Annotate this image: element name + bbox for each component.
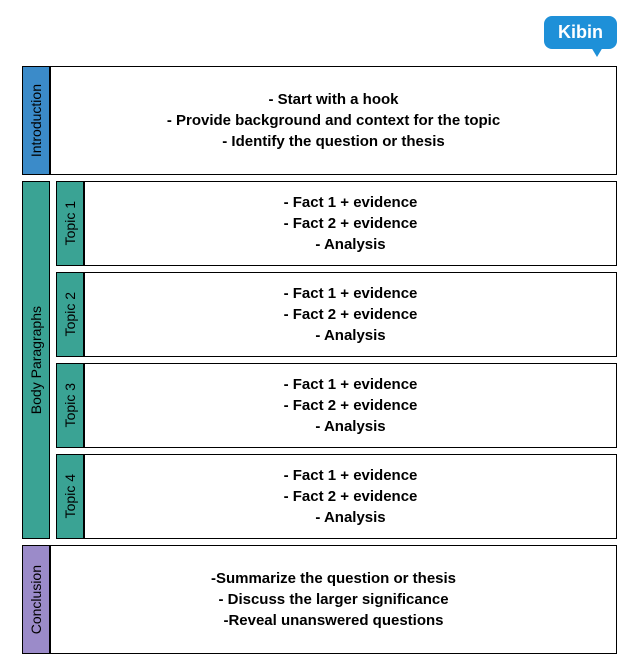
- topic-3-content: - Fact 1 + evidence - Fact 2 + evidence …: [84, 363, 617, 448]
- topic-3-row: Topic 3 - Fact 1 + evidence - Fact 2 + e…: [56, 363, 617, 448]
- conclusion-label: Conclusion: [28, 565, 44, 634]
- topic-line: - Fact 2 + evidence: [284, 304, 418, 325]
- topic-line: - Fact 2 + evidence: [284, 213, 418, 234]
- introduction-content: - Start with a hook - Provide background…: [50, 66, 617, 175]
- conclusion-line: - Discuss the larger significance: [218, 589, 448, 610]
- topics-container: Topic 1 - Fact 1 + evidence - Fact 2 + e…: [56, 181, 617, 539]
- topic-1-row: Topic 1 - Fact 1 + evidence - Fact 2 + e…: [56, 181, 617, 266]
- topic-line: - Analysis: [315, 325, 385, 346]
- essay-outline: Introduction - Start with a hook - Provi…: [22, 66, 617, 654]
- topic-line: - Fact 1 + evidence: [284, 465, 418, 486]
- conclusion-content: -Summarize the question or thesis - Disc…: [50, 545, 617, 654]
- topic-1-label: Topic 1: [62, 201, 78, 245]
- topic-line: - Fact 1 + evidence: [284, 374, 418, 395]
- intro-line: - Identify the question or thesis: [222, 131, 445, 152]
- introduction-section: Introduction - Start with a hook - Provi…: [22, 66, 617, 175]
- topic-2-label: Topic 2: [62, 292, 78, 336]
- topic-1-tab: Topic 1: [56, 181, 84, 266]
- intro-line: - Provide background and context for the…: [167, 110, 500, 131]
- conclusion-line: -Summarize the question or thesis: [211, 568, 456, 589]
- conclusion-tab: Conclusion: [22, 545, 50, 654]
- body-tab: Body Paragraphs: [22, 181, 50, 539]
- conclusion-section: Conclusion -Summarize the question or th…: [22, 545, 617, 654]
- introduction-tab: Introduction: [22, 66, 50, 175]
- conclusion-line: -Reveal unanswered questions: [223, 610, 443, 631]
- topic-line: - Fact 2 + evidence: [284, 395, 418, 416]
- kibin-logo: Kibin: [544, 16, 617, 49]
- topic-3-tab: Topic 3: [56, 363, 84, 448]
- topic-4-label: Topic 4: [62, 474, 78, 518]
- topic-2-row: Topic 2 - Fact 1 + evidence - Fact 2 + e…: [56, 272, 617, 357]
- topic-line: - Fact 2 + evidence: [284, 486, 418, 507]
- topic-line: - Analysis: [315, 234, 385, 255]
- body-label: Body Paragraphs: [28, 306, 44, 414]
- logo-text: Kibin: [558, 22, 603, 42]
- topic-2-content: - Fact 1 + evidence - Fact 2 + evidence …: [84, 272, 617, 357]
- topic-4-tab: Topic 4: [56, 454, 84, 539]
- topic-2-tab: Topic 2: [56, 272, 84, 357]
- intro-line: - Start with a hook: [268, 89, 398, 110]
- topic-line: - Analysis: [315, 416, 385, 437]
- topic-line: - Fact 1 + evidence: [284, 283, 418, 304]
- topic-3-label: Topic 3: [62, 383, 78, 427]
- topic-4-row: Topic 4 - Fact 1 + evidence - Fact 2 + e…: [56, 454, 617, 539]
- body-section: Body Paragraphs Topic 1 - Fact 1 + evide…: [22, 181, 617, 539]
- introduction-label: Introduction: [28, 84, 44, 157]
- logo-container: Kibin: [544, 16, 617, 49]
- topic-4-content: - Fact 1 + evidence - Fact 2 + evidence …: [84, 454, 617, 539]
- topic-line: - Analysis: [315, 507, 385, 528]
- topic-1-content: - Fact 1 + evidence - Fact 2 + evidence …: [84, 181, 617, 266]
- topic-line: - Fact 1 + evidence: [284, 192, 418, 213]
